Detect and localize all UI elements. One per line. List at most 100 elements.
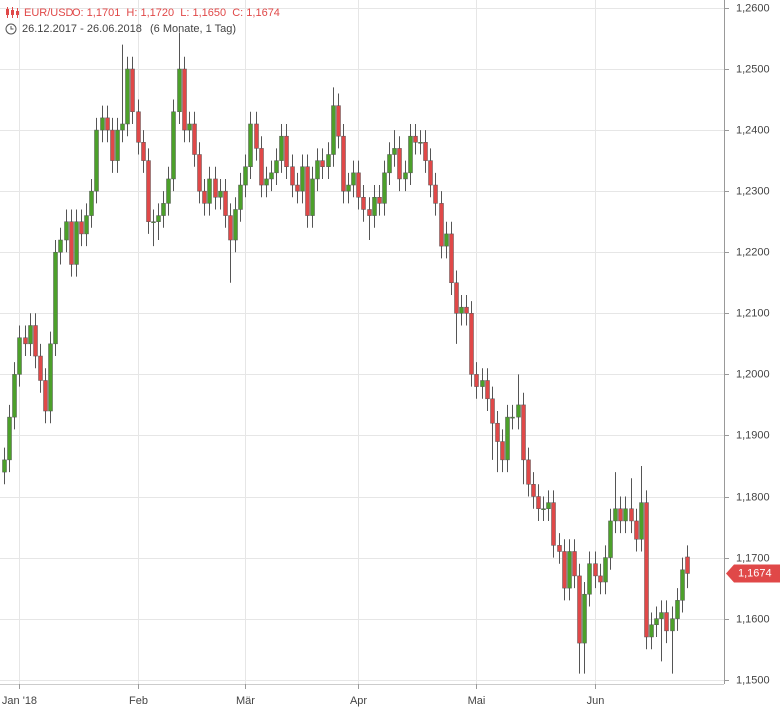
candle-body <box>38 355 43 381</box>
candle-body <box>397 148 402 180</box>
candle-body <box>351 172 356 186</box>
candle-body <box>474 374 479 387</box>
candle-body <box>320 160 325 167</box>
candle-body <box>259 148 264 186</box>
candle-body <box>182 68 187 131</box>
candle-body <box>444 233 449 247</box>
y-tick-label: 1,2400 <box>736 124 770 136</box>
current-price-tag <box>726 564 780 583</box>
candle-body <box>89 190 94 216</box>
candle-body <box>17 337 22 375</box>
candle-body <box>377 197 382 204</box>
candle-body <box>12 374 17 418</box>
candle-body <box>202 190 207 204</box>
candle-body <box>408 135 413 174</box>
candle-body <box>207 178 212 204</box>
candle-body <box>254 123 259 149</box>
current-price-label: 1,1674 <box>738 567 772 579</box>
candle-body <box>372 197 377 216</box>
candle-body <box>577 575 582 644</box>
candle-body <box>125 68 130 125</box>
candle-body <box>53 251 58 345</box>
candle-body <box>433 184 438 204</box>
clock-icon <box>5 23 17 35</box>
candle-body <box>151 221 156 223</box>
candle-body <box>500 441 505 461</box>
candle-body <box>634 520 639 540</box>
y-tick-label: 1,2000 <box>736 368 770 380</box>
candle-body <box>428 160 433 186</box>
symbol: EUR/USD <box>24 7 74 19</box>
candle-body <box>649 624 654 638</box>
candle-body <box>177 68 182 113</box>
candle-body <box>192 123 197 155</box>
candle-body <box>418 142 423 144</box>
candle-body <box>69 221 74 265</box>
x-tick-label: Mär <box>236 695 255 707</box>
candle-body <box>618 508 623 522</box>
candle-body <box>115 129 120 161</box>
candle-body <box>290 166 295 186</box>
candle-body <box>541 508 546 510</box>
candle-body <box>213 178 218 198</box>
candle-body <box>403 172 408 180</box>
candle-body <box>469 313 474 375</box>
candle-body <box>346 184 351 192</box>
candle-body <box>685 556 690 574</box>
candle-body <box>526 459 531 485</box>
candle-body <box>58 239 63 253</box>
candle-body <box>74 221 79 265</box>
candle-body <box>536 496 541 509</box>
candle-body <box>587 563 592 595</box>
candle-body <box>593 563 598 577</box>
candle-body <box>531 484 536 497</box>
candle-body <box>664 612 669 632</box>
candle-body <box>136 111 141 143</box>
candle-body <box>228 215 233 241</box>
candle-body <box>48 343 53 412</box>
y-tick-label: 1,2300 <box>736 185 770 197</box>
candle-body <box>490 398 495 424</box>
candle-body <box>120 123 125 131</box>
candle-body <box>187 123 192 131</box>
candle-body <box>110 129 115 161</box>
period: (6 Monate, 1 Tag) <box>150 23 236 35</box>
x-tick-label: Apr <box>350 695 367 707</box>
date-range: 26.12.2017 - 26.06.2018 <box>22 23 142 35</box>
candle-body <box>644 502 649 638</box>
candle-body <box>495 422 500 442</box>
candle-body <box>197 154 202 192</box>
candle-body <box>171 111 176 180</box>
candle-body <box>264 178 269 186</box>
candle-body <box>449 233 454 284</box>
candle-body <box>341 135 346 192</box>
candle-body <box>146 160 151 222</box>
candle-body <box>166 178 171 204</box>
y-tick-label: 1,1800 <box>736 491 770 503</box>
candle-body <box>367 209 372 216</box>
candle-body <box>582 593 587 644</box>
candle-body <box>356 172 361 198</box>
candle-body <box>84 215 89 235</box>
x-tick-label: Mai <box>468 695 486 707</box>
candle-body <box>2 459 7 473</box>
candle-body <box>598 575 603 583</box>
candle-body <box>392 148 397 155</box>
candle-body <box>439 203 444 247</box>
candle-body <box>516 404 521 418</box>
candle-body <box>562 551 567 589</box>
candle-body <box>295 184 300 192</box>
candle-body <box>613 508 618 522</box>
candle-body <box>387 154 392 174</box>
candle-body <box>608 520 613 558</box>
candle-body <box>223 190 228 216</box>
candle-body <box>659 612 664 619</box>
candle-body <box>238 184 243 210</box>
x-tick-label: Feb <box>129 695 148 707</box>
candle-body <box>639 502 644 540</box>
candle-body <box>100 117 105 131</box>
candle-body <box>510 416 515 419</box>
y-tick-label: 1,1600 <box>736 613 770 625</box>
candle-body <box>161 203 166 216</box>
